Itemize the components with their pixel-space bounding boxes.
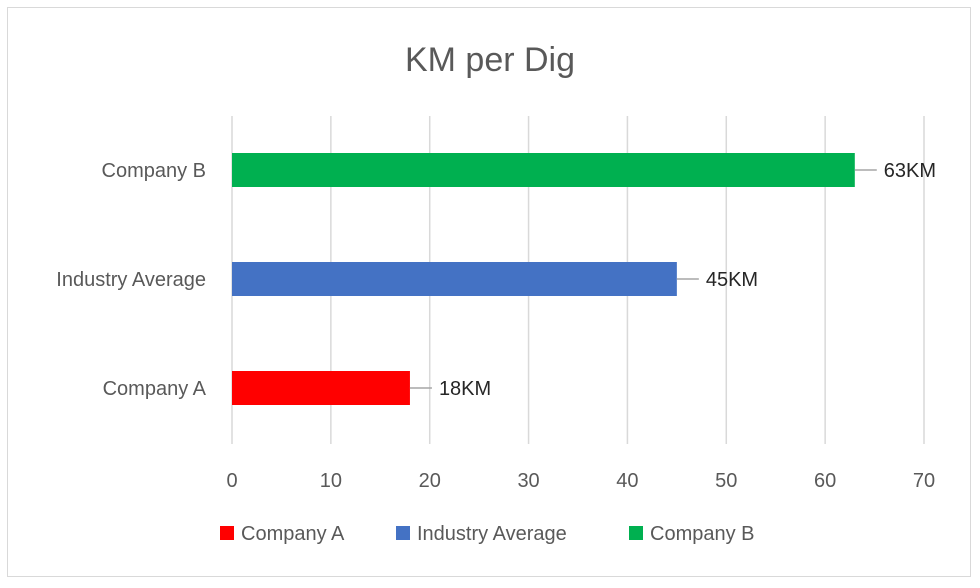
x-tick-label: 30 [517,470,539,492]
x-axis-ticks: 0 10 20 30 40 50 60 70 [226,470,935,492]
x-tick-label: 60 [814,470,836,492]
bar [232,262,677,296]
legend-label: Company A [241,523,345,545]
bars: 18KM 45KM 63KM [232,153,936,405]
y-category-label: Industry Average [56,269,206,291]
y-category-label: Company B [102,160,207,182]
legend-swatch [629,526,643,540]
x-tick-label: 50 [715,470,737,492]
x-tick-label: 0 [226,470,237,492]
x-tick-label: 40 [616,470,638,492]
legend: Company A Industry Average Company B [220,523,755,545]
x-tick-label: 20 [419,470,441,492]
data-label: 45KM [706,269,758,291]
bar [232,371,410,405]
x-tick-label: 10 [320,470,342,492]
y-category-label: Company A [103,378,207,400]
bar [232,153,855,187]
y-axis-labels: Company A Industry Average Company B [56,160,206,400]
legend-swatch [396,526,410,540]
legend-label: Company B [650,523,755,545]
x-tick-label: 70 [913,470,935,492]
chart-title: KM per Dig [405,41,575,79]
data-label: 18KM [439,378,491,400]
legend-swatch [220,526,234,540]
data-label: 63KM [884,160,936,182]
legend-label: Industry Average [417,523,567,545]
